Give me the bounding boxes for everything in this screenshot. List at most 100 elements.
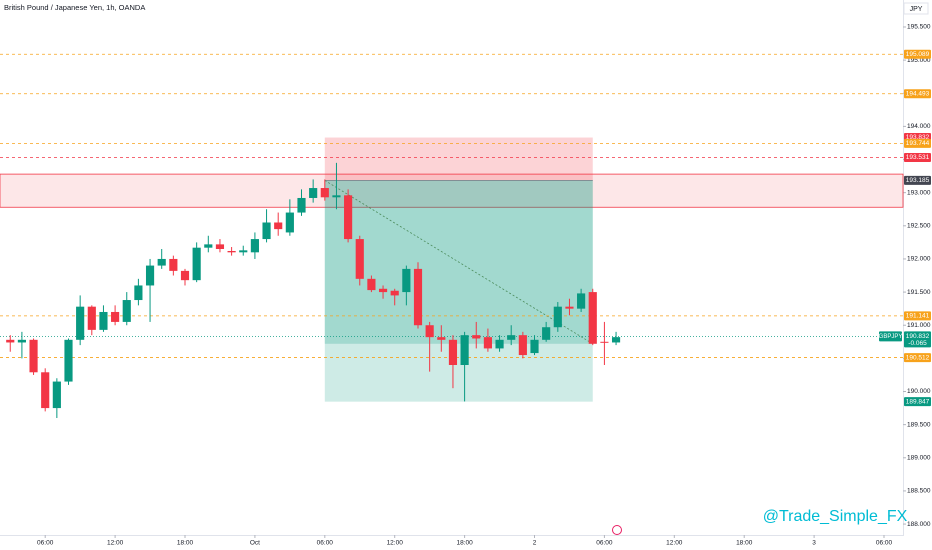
level-label: 189.847: [906, 398, 930, 405]
candle-body: [344, 195, 353, 240]
candle-body: [355, 239, 364, 279]
y-tick-label: 192.000: [907, 256, 931, 263]
candle-body: [472, 335, 481, 339]
current-price-box: [904, 331, 931, 348]
candle-body: [41, 372, 50, 409]
level-label-box: [904, 311, 931, 321]
level-label-box: [904, 89, 931, 99]
candle-body: [425, 325, 434, 338]
candle-body: [180, 270, 190, 281]
x-tick-label: 06:00: [317, 540, 334, 547]
level-label-box: [904, 175, 931, 185]
candle-body: [518, 335, 527, 356]
candle-body: [542, 327, 551, 340]
level-label: 193.744: [906, 140, 930, 147]
event-icon: [612, 525, 622, 535]
candle-body: [76, 306, 85, 340]
candle-body: [611, 337, 621, 343]
candle-body: [239, 250, 248, 253]
candle-body: [250, 239, 259, 253]
level-label-box: [904, 397, 931, 407]
x-tick-label: 2: [533, 540, 537, 547]
candle-body: [145, 265, 155, 286]
candle-body: [6, 339, 15, 343]
x-tick-label: 12:00: [387, 540, 404, 547]
y-tick-label: 195.500: [907, 24, 931, 31]
candle-body: [507, 335, 516, 340]
current-change-label: -0.065: [908, 340, 927, 347]
candle-body: [367, 278, 376, 291]
profit-area: [324, 180, 593, 402]
y-tick-label: 189.500: [907, 421, 931, 428]
resistance-zone: [0, 173, 904, 208]
level-label-box: [904, 49, 931, 59]
candle-body: [320, 188, 329, 198]
candle-body: [309, 188, 318, 198]
x-tick-label: 06:00: [596, 540, 613, 547]
candle-body: [483, 337, 492, 349]
symbol-box: [879, 331, 902, 342]
x-tick-label: 3: [812, 540, 816, 547]
candle-body: [402, 268, 411, 293]
candle-body: [297, 197, 306, 213]
stop-area: [324, 137, 593, 181]
y-tick-label: 189.000: [907, 455, 931, 462]
candle-body: [215, 244, 225, 250]
candle-body: [285, 212, 294, 233]
candle-body: [553, 306, 562, 328]
candle-body: [378, 288, 388, 293]
y-tick-label: 191.500: [907, 289, 931, 296]
x-tick-label: 12:00: [666, 540, 683, 547]
candle-body: [413, 268, 423, 326]
candle-body: [204, 244, 213, 248]
level-label-box: [904, 353, 931, 363]
level-label: 193.531: [906, 154, 930, 161]
y-tick-label: 193.000: [907, 189, 931, 196]
candle-body: [111, 311, 120, 322]
candle-body: [437, 337, 446, 340]
x-tick-label: 18:00: [456, 540, 473, 547]
level-label: 194.493: [906, 90, 930, 97]
candle-body: [274, 222, 283, 230]
candle-body: [588, 292, 597, 344]
y-tick-label: 194.000: [907, 123, 931, 130]
current-price-label: 190.832: [906, 333, 930, 340]
candle-body: [448, 339, 458, 365]
y-tick-label: 195.000: [907, 57, 931, 64]
level-label-box: [904, 138, 931, 148]
candle-body: [17, 339, 26, 343]
candle-body: [530, 339, 539, 354]
x-tick-label: 18:00: [177, 540, 194, 547]
y-tick-label: 191.000: [907, 322, 931, 329]
candle-body: [87, 306, 96, 330]
candle-body: [460, 335, 469, 365]
candle-body: [64, 339, 73, 382]
level-label: 193.832: [906, 134, 930, 141]
candle-body: [29, 339, 38, 373]
x-tick-label: 06:00: [876, 540, 893, 547]
candle-body: [122, 300, 131, 322]
x-tick-label: 06:00: [37, 540, 54, 547]
trade-path: [324, 180, 593, 345]
candle-body: [390, 290, 399, 296]
candle-body: [169, 258, 178, 271]
candle-body: [52, 381, 61, 409]
candle-body: [565, 306, 574, 309]
watermark: @Trade_Simple_FX: [763, 508, 908, 525]
x-tick-label: 18:00: [736, 540, 753, 547]
chart-title: British Pound / Japanese Yen, 1h, OANDA: [4, 3, 145, 12]
x-tick-label: 12:00: [107, 540, 124, 547]
y-tick-label: 188.500: [907, 488, 931, 495]
level-label-box: [904, 152, 931, 162]
candle-body: [262, 222, 271, 240]
candle-body: [157, 258, 166, 266]
currency-label: JPY: [910, 6, 923, 13]
level-label: 191.141: [906, 313, 930, 320]
candle-body: [134, 285, 143, 301]
symbol-label: GBPJPY: [879, 334, 903, 340]
currency-box: [903, 2, 929, 15]
candle-body: [192, 247, 201, 281]
level-label: 193.185: [906, 177, 930, 184]
x-tick-label: Oct: [250, 540, 260, 547]
